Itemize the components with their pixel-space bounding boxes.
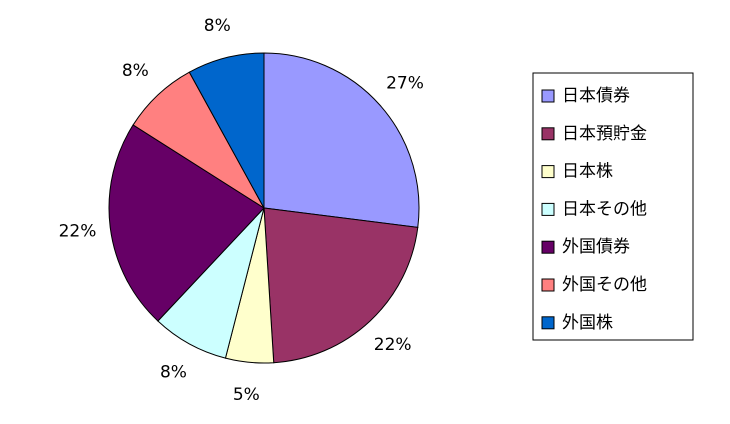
pie-slice <box>263 52 420 228</box>
pie-slice <box>188 52 265 209</box>
data-label: 5% <box>233 385 260 405</box>
legend-label: 外国その他 <box>562 275 647 295</box>
data-label: 22% <box>374 335 412 355</box>
legend-label: 外国株 <box>562 313 613 333</box>
legend-swatch <box>541 89 555 103</box>
data-label: 8% <box>204 16 231 36</box>
data-label: 27% <box>386 74 424 94</box>
pie-slice <box>108 124 265 322</box>
legend-swatch <box>541 278 555 292</box>
legend-swatch <box>541 240 555 254</box>
data-label: 8% <box>122 61 149 81</box>
legend-label: 日本債券 <box>562 86 630 106</box>
data-label: 22% <box>59 222 97 242</box>
pie-slice <box>263 207 419 364</box>
legend-label: 日本預貯金 <box>562 124 647 144</box>
legend-swatch <box>541 165 555 179</box>
legend-swatch <box>541 127 555 141</box>
legend-label: 外国債券 <box>562 237 630 257</box>
legend-swatch <box>541 316 555 330</box>
legend-label: 日本株 <box>562 162 613 182</box>
legend-label: 日本その他 <box>562 199 647 219</box>
legend-box <box>532 72 694 341</box>
legend-swatch <box>541 202 555 216</box>
data-label: 8% <box>160 363 187 383</box>
